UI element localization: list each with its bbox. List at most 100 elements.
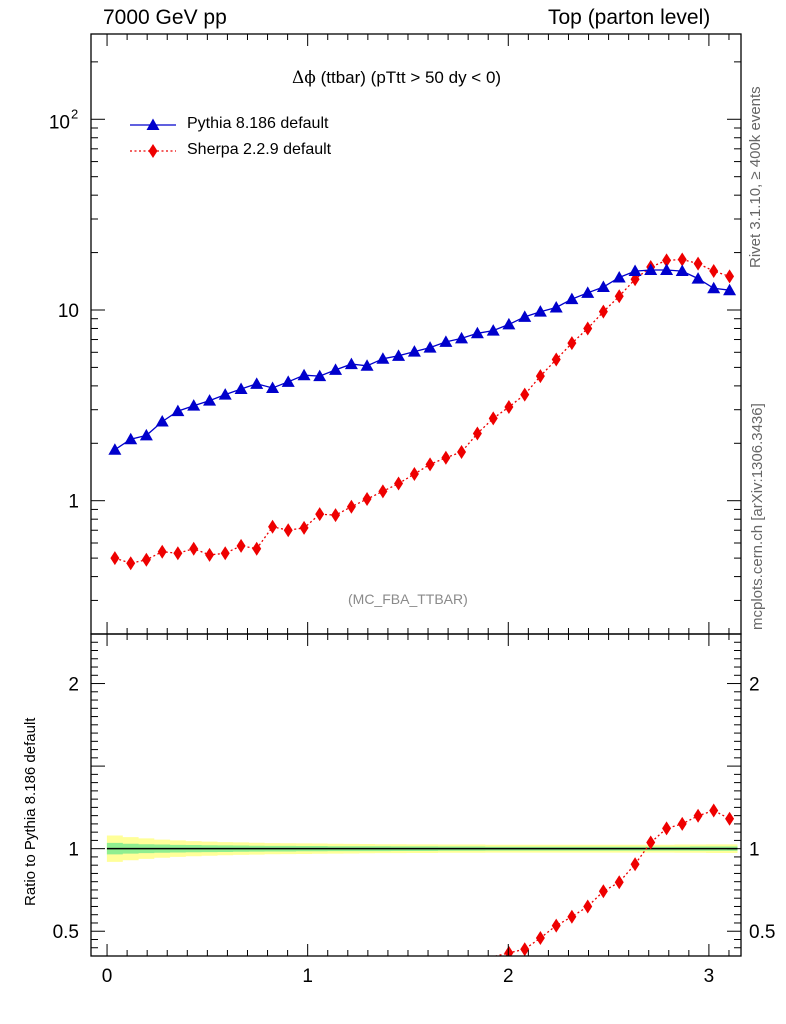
ratio-sherpa-point (709, 803, 719, 818)
pythia-point (171, 404, 185, 417)
ratio-y-tick-label-right: 1 (749, 840, 760, 861)
pythia-point (203, 394, 217, 406)
y-tick-label: 10 (49, 112, 70, 133)
ratio-ylabel: Ratio to Pythia 8.186 default (22, 717, 39, 906)
rivet-note: Rivet 3.1.10, ≥ 400k events (747, 86, 764, 268)
sherpa-point (189, 541, 199, 556)
sherpa-point (457, 445, 467, 460)
sherpa-point (378, 484, 388, 499)
ratio-sherpa-point (630, 857, 640, 872)
analysis-watermark: (MC_FBA_TTBAR) (348, 591, 468, 607)
ratio-series-group (493, 803, 735, 956)
sherpa-point (535, 369, 545, 384)
sherpa-point (551, 352, 561, 367)
legend-label-pythia: Pythia 8.186 default (187, 115, 329, 132)
sherpa-point (299, 520, 309, 535)
ratio-sherpa-point (646, 835, 656, 850)
sherpa-point (409, 467, 419, 482)
sherpa-point (583, 321, 593, 336)
ratio-sherpa-point (583, 899, 593, 914)
pythia-point (486, 324, 500, 336)
pythia-point (187, 399, 201, 411)
pythia-point (675, 264, 689, 277)
ratio-sherpa-point (520, 942, 530, 956)
legend-markers (130, 118, 176, 158)
sherpa-point (709, 264, 719, 279)
pythia-point (596, 280, 610, 292)
pythia-point (218, 388, 232, 400)
pythia-point (628, 264, 642, 277)
ratio-y-tick-label-right: 2 (749, 675, 760, 696)
sherpa-point (394, 476, 404, 491)
sherpa-point (472, 426, 482, 441)
sherpa-point (598, 304, 608, 319)
plot-title: Δϕ (ttbar) (pTtt > 50 dy < 0) (292, 68, 501, 88)
pythia-point (124, 432, 138, 445)
pythia-point (313, 369, 327, 382)
pythia-point (502, 317, 516, 330)
ratio-sherpa-point (535, 931, 545, 946)
x-tick-label: 0 (102, 966, 113, 987)
legend-marker-pythia (146, 118, 160, 130)
pythia-point (392, 349, 406, 361)
pythia-point (344, 357, 358, 370)
pythia-point (518, 310, 532, 322)
pythia-point (644, 263, 658, 276)
main-series-group (108, 252, 737, 571)
pythia-point (108, 443, 122, 455)
sherpa-point (425, 457, 435, 472)
y-tick-label-exponent: 2 (71, 106, 78, 121)
ratio-y-tick-label: 1 (68, 840, 79, 861)
sherpa-point (614, 289, 624, 304)
sherpa-point (236, 538, 246, 553)
ratio-sherpa-point (725, 811, 735, 826)
energy-title: 7000 GeV pp (103, 6, 227, 29)
ratio-sherpa-point (693, 808, 703, 823)
series-layer (108, 252, 737, 956)
ratio-sherpa-point (567, 909, 577, 924)
sherpa-point (725, 269, 735, 284)
pythia-point (533, 305, 547, 317)
sherpa-point (141, 552, 151, 567)
axis-ticks (91, 34, 741, 956)
ratio-y-tick-label-right: 0.5 (749, 922, 775, 943)
pythia-point (565, 292, 579, 305)
sherpa-point (252, 541, 262, 556)
pythia-point (250, 377, 264, 389)
ratio-sherpa-point (662, 821, 672, 836)
sherpa-line (114, 258, 730, 564)
pythia-point (423, 341, 437, 353)
y-tick-label: 10 (58, 301, 79, 322)
ratio-sherpa-point (551, 918, 561, 933)
pythia-point (660, 263, 674, 276)
pythia-point (439, 335, 453, 347)
pythia-point (581, 286, 595, 298)
sherpa-point (677, 252, 687, 267)
sherpa-point (110, 551, 120, 566)
sherpa-point (331, 508, 341, 523)
pythia-point (376, 352, 390, 364)
sherpa-point (693, 256, 703, 271)
x-tick-label: 2 (503, 966, 514, 987)
ratio-sherpa-point (598, 884, 608, 899)
x-tick-label: 1 (302, 966, 313, 987)
plot-title-text: (ttbar) (pTtt > 50 dy < 0) (315, 68, 502, 87)
sherpa-point (126, 556, 136, 571)
pythia-point (329, 363, 343, 375)
y-tick-label: 1 (68, 492, 79, 513)
pythia-point (691, 272, 705, 284)
pythia-point (407, 345, 421, 357)
legend-marker-sherpa (148, 144, 158, 158)
pythia-point (723, 283, 737, 296)
sherpa-point (173, 546, 183, 561)
pythia-point (297, 368, 311, 381)
pythia-point (266, 381, 280, 393)
sherpa-point (315, 507, 325, 522)
sherpa-point (441, 450, 451, 465)
sherpa-point (504, 399, 514, 414)
sherpa-point (488, 411, 498, 426)
x-tick-label: 3 (704, 966, 715, 987)
ratio-sherpa-point (504, 945, 514, 956)
